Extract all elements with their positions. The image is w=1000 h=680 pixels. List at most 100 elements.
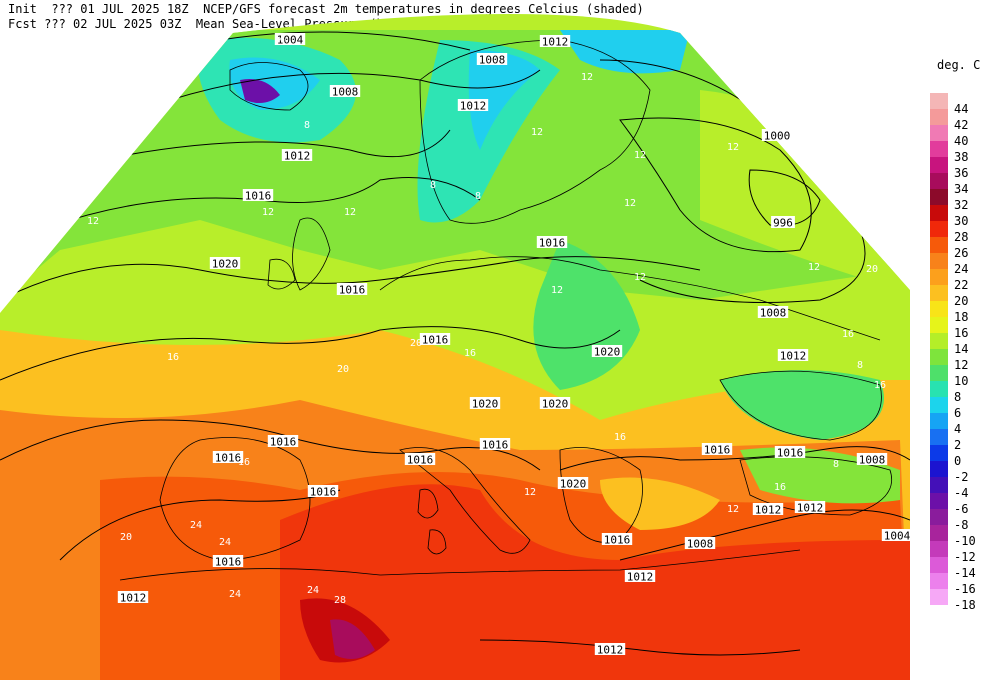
isobar-label-bg [701, 443, 733, 455]
legend-label: 32 [954, 198, 968, 212]
coastlines [119, 39, 892, 581]
isobar-label-bg [329, 85, 361, 97]
temperature-contour-label: 16 [874, 380, 886, 391]
temperature-contour-label: 20 [337, 364, 349, 375]
isobar-label: 1012 [627, 571, 654, 584]
temperature-contour-label: 16 [614, 432, 626, 443]
legend-label: 16 [954, 326, 968, 340]
isobar-label-bg [794, 501, 826, 513]
isobar-label: 1012 [120, 592, 147, 605]
legend-label: -4 [954, 486, 968, 500]
isobar-label-bg [557, 477, 589, 489]
isobar-label: 1012 [780, 350, 807, 363]
legend-label: 44 [954, 102, 968, 116]
isobar-label-bg [539, 35, 571, 47]
temperature-contour-label: 24 [219, 537, 231, 548]
legend-swatch [930, 573, 948, 589]
legend-swatch [930, 253, 948, 269]
legend-swatch [930, 317, 948, 333]
color-legend: 4442403836343230282624222018161412108642… [930, 93, 976, 612]
legend-label: 30 [954, 214, 968, 228]
legend-swatch [930, 93, 948, 109]
isobar-label: 1004 [277, 34, 304, 47]
legend-label: 26 [954, 246, 968, 260]
legend-swatch [930, 173, 948, 189]
isobar-label-bg [624, 570, 656, 582]
isobar-labels: 1004 1008 1012 1016 1020 1016 1012 1008 1012 1000… [117, 33, 913, 657]
legend-swatch [930, 285, 948, 301]
legend-swatch [930, 301, 948, 317]
isobar-label-bg [419, 333, 451, 345]
legend-label: 4 [954, 422, 961, 436]
isobar-label-bg [777, 349, 809, 361]
legend-label: 36 [954, 166, 968, 180]
isobar-label-bg [539, 397, 571, 409]
isobar-label: 1016 [704, 444, 731, 457]
legend-swatch [930, 141, 948, 157]
isobar-label: 1016 [215, 452, 242, 465]
legend-label: 14 [954, 342, 968, 356]
isobar-label-bg [117, 591, 149, 603]
temperature-contour-label: 16 [842, 329, 854, 340]
isobar-label-bg [536, 236, 568, 248]
legend-swatch [930, 189, 948, 205]
isobar-label: 1016 [777, 447, 804, 460]
legend-title: deg. C [937, 58, 981, 72]
isobar-label: 1012 [597, 644, 624, 657]
legend-swatch [930, 477, 948, 493]
isobar-label-bg [469, 397, 501, 409]
temperature-contour-label: 24 [190, 520, 202, 531]
temperature-contour-label: 28 [334, 595, 346, 606]
legend-label: -12 [954, 550, 976, 564]
temperature-contour-label: 12 [551, 285, 563, 296]
temperature-contour-label: 12 [262, 207, 274, 218]
isobar-label: 1020 [542, 398, 569, 411]
temperature-contour-label: 16 [167, 352, 179, 363]
temperature-contour-label: 12 [727, 142, 739, 153]
legend-label: 18 [954, 310, 968, 324]
isobar-label: 1008 [479, 54, 506, 67]
legend-label: -16 [954, 582, 976, 596]
legend-label: 10 [954, 374, 968, 388]
temperature-contour-label: 12 [634, 150, 646, 161]
isobar-label: 1016 [270, 436, 297, 449]
legend-swatch [930, 445, 948, 461]
legend-label: 40 [954, 134, 968, 148]
isobar-label-bg [752, 503, 784, 515]
isobar-label-bg [267, 435, 299, 447]
temperature-contour-label: 12 [727, 504, 739, 515]
legend-swatch [930, 349, 948, 365]
isobar-label: 996 [773, 217, 793, 230]
temperature-contour-label: 12 [808, 262, 820, 273]
legend-swatch [930, 205, 948, 221]
legend-swatch [930, 493, 948, 509]
isobar-label: 1016 [407, 454, 434, 467]
isobar-label: 1016 [482, 439, 509, 452]
isobar-label: 1016 [422, 334, 449, 347]
temperature-contour-label: 24 [307, 585, 319, 596]
legend-swatch [930, 461, 948, 477]
isobar-label: 1016 [339, 284, 366, 297]
legend-label: -2 [954, 470, 968, 484]
isobar-label: 1008 [687, 538, 714, 551]
legend-label: 20 [954, 294, 968, 308]
temperature-contour-label: 16 [238, 457, 250, 468]
isobar-label: 1008 [332, 86, 359, 99]
isobar-label-bg [601, 533, 633, 545]
temperature-contour-label: 12 [581, 72, 593, 83]
legend-label: -8 [954, 518, 968, 532]
legend-swatch [930, 397, 948, 413]
isobar-label-bg [479, 438, 511, 450]
temperature-contour-label: 8 [475, 191, 481, 202]
isobar-label-bg [212, 451, 244, 463]
legend-swatch [930, 365, 948, 381]
isobar-label: 1016 [245, 190, 272, 203]
temperature-contour-label: 4 [279, 34, 285, 45]
isobar-label-bg [307, 485, 339, 497]
legend-swatch [930, 221, 948, 237]
legend-swatch [930, 509, 948, 525]
isobar-label-bg [209, 257, 241, 269]
isobar-label: 1016 [215, 556, 242, 569]
